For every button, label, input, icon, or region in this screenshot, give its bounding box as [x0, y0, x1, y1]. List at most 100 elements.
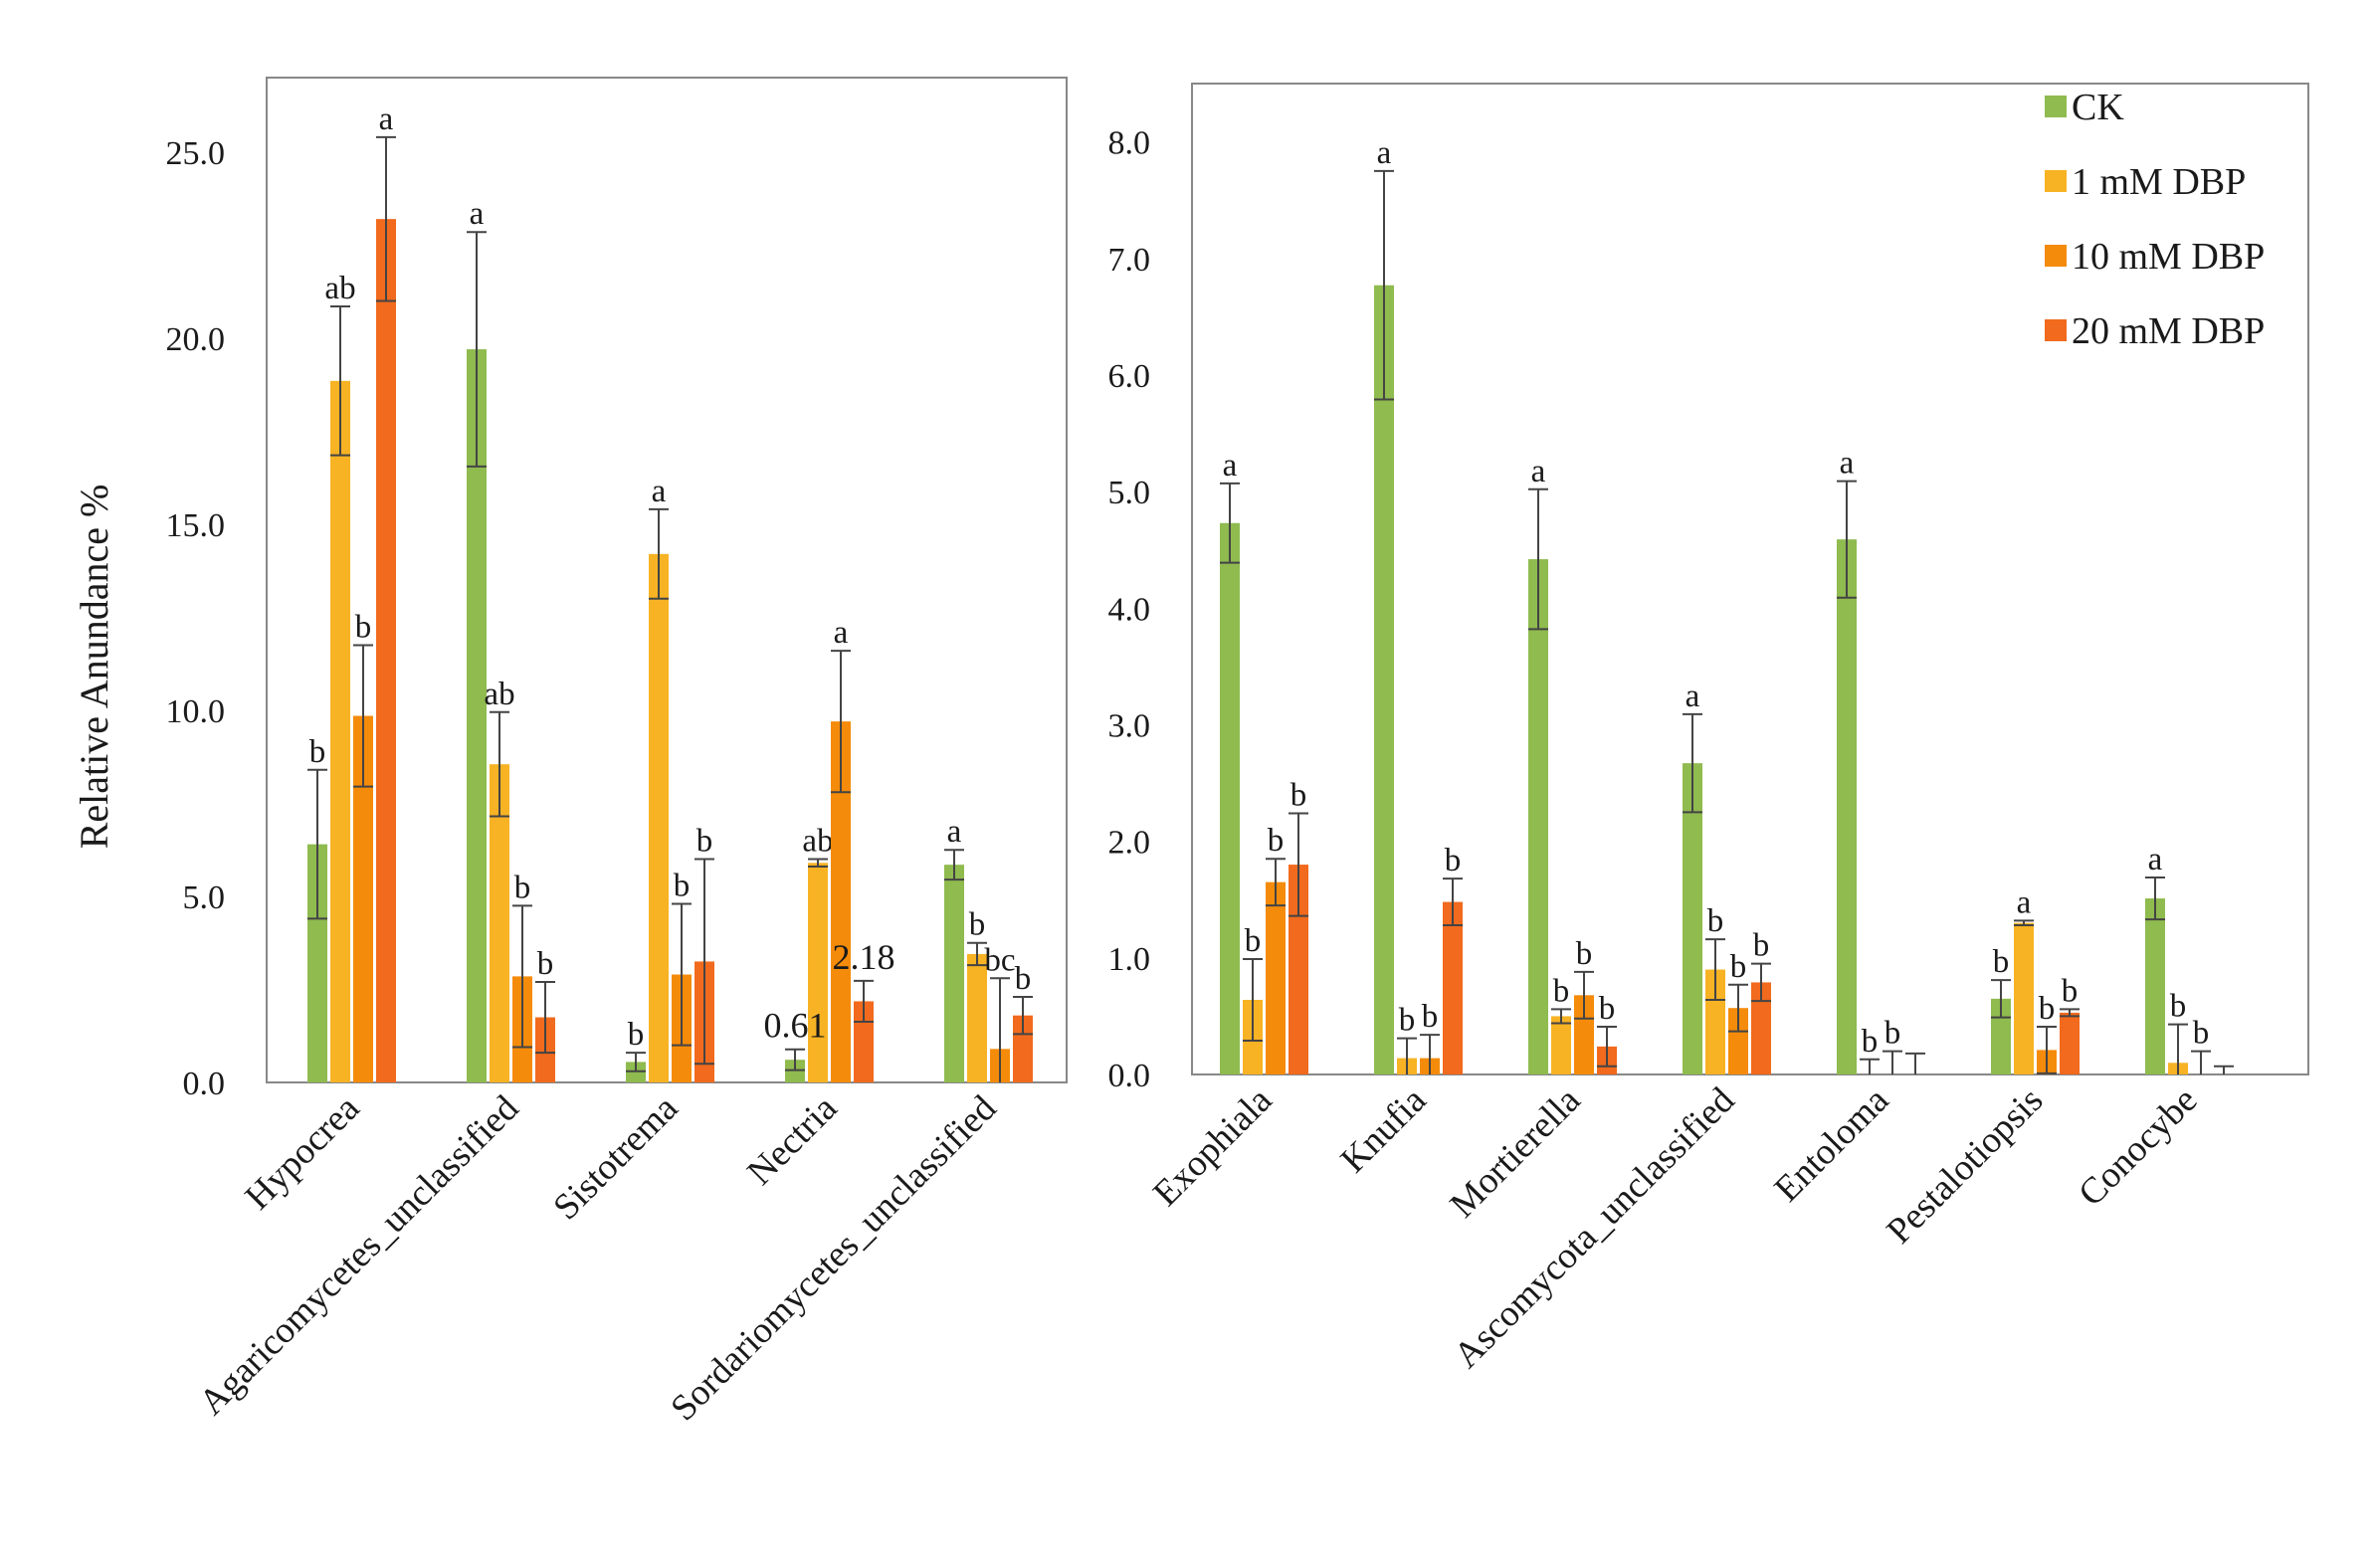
- category-label: Sistotrema: [545, 1087, 686, 1228]
- significance-letter: b: [2170, 989, 2187, 1025]
- bar: [1728, 1008, 1748, 1074]
- significance-letter: b: [514, 870, 531, 905]
- significance-letter: b: [2062, 973, 2079, 1009]
- bar: [1528, 559, 1548, 1074]
- bar: [1837, 539, 1857, 1074]
- significance-letter: b: [969, 907, 986, 943]
- category-label: Nectria: [739, 1087, 845, 1193]
- y-tick-label: 25.0: [166, 135, 226, 172]
- y-tick-label: 2.0: [1108, 825, 1151, 862]
- significance-letter: a: [1223, 448, 1238, 484]
- significance-letter: b: [1862, 1024, 1879, 1060]
- bar: [467, 349, 487, 1082]
- category-label: Hypocrea: [238, 1087, 368, 1218]
- legend-label: 20 mM DBP: [2072, 310, 2265, 352]
- significance-letter: b: [1993, 944, 2010, 980]
- y-axis-title: Relative Anundance %: [72, 485, 116, 850]
- y-tick-label: 15.0: [166, 507, 226, 544]
- significance-letter: bc: [984, 942, 1015, 978]
- y-tick-label: 8.0: [1108, 125, 1151, 162]
- category-label: Knufia: [1333, 1079, 1435, 1181]
- category-label: Exophiala: [1145, 1079, 1280, 1214]
- significance-letter: b: [1290, 778, 1307, 814]
- bar: [1683, 763, 1702, 1074]
- bar: [2060, 1012, 2080, 1074]
- y-tick-label: 7.0: [1108, 242, 1151, 279]
- plot-frame-2: [1191, 83, 2309, 1075]
- category-label: Entoloma: [1767, 1079, 1897, 1210]
- significance-letter: a: [1531, 454, 1546, 489]
- significance-letter: b: [1730, 949, 1747, 985]
- bar: [831, 721, 851, 1082]
- y-tick-label: 20.0: [166, 321, 226, 358]
- bar: [307, 844, 327, 1082]
- bar: [353, 715, 373, 1082]
- significance-letter: a: [834, 615, 849, 651]
- significance-letter: b: [628, 1017, 645, 1053]
- bar: [2145, 898, 2165, 1074]
- bar: [967, 953, 987, 1082]
- significance-letter: b: [1245, 923, 1262, 959]
- significance-letter: b: [1553, 973, 1570, 1009]
- significance-letter: a: [1377, 135, 1392, 171]
- significance-letter: b: [1268, 823, 1285, 859]
- significance-letter: b: [2039, 991, 2056, 1027]
- bar: [1220, 522, 1240, 1074]
- significance-letter: a: [470, 196, 485, 232]
- y-tick-label: 5.0: [183, 879, 226, 916]
- data-label: 0.61: [764, 1006, 827, 1046]
- significance-letter: b: [1884, 1016, 1901, 1052]
- bar: [376, 219, 396, 1083]
- legend-swatch: [2045, 96, 2067, 117]
- significance-letter: b: [696, 824, 713, 860]
- legend-label: CK: [2072, 87, 2124, 128]
- category-label: Conocybe: [2071, 1079, 2205, 1214]
- significance-letter: b: [1576, 936, 1593, 972]
- bar: [944, 865, 964, 1082]
- legend-label: 1 mM DBP: [2072, 161, 2246, 203]
- bar: [330, 380, 350, 1082]
- bar: [1551, 1016, 1571, 1074]
- legend-swatch: [2045, 245, 2067, 267]
- significance-letter: a: [1840, 446, 1855, 482]
- significance-letter: a: [947, 814, 962, 850]
- significance-letter: b: [309, 734, 326, 770]
- legend-swatch: [2045, 319, 2067, 341]
- significance-letter: b: [1599, 991, 1616, 1027]
- y-tick-label: 5.0: [1108, 475, 1151, 511]
- y-tick-label: 0.0: [1108, 1058, 1151, 1094]
- significance-letter: ab: [802, 824, 833, 860]
- significance-letter: a: [2148, 842, 2163, 877]
- y-tick-label: 3.0: [1108, 707, 1151, 744]
- significance-letter: a: [652, 474, 667, 509]
- y-tick-label: 1.0: [1108, 941, 1151, 978]
- bar: [1443, 901, 1463, 1074]
- bar: [808, 863, 828, 1082]
- category-label: Sordariomycetes_unclassified: [664, 1087, 1005, 1429]
- data-label: 2.18: [833, 937, 895, 977]
- significance-letter: a: [1686, 679, 1700, 714]
- significance-letter: b: [674, 868, 691, 903]
- bar: [1013, 1015, 1033, 1082]
- bar: [1374, 285, 1394, 1074]
- bar: [1574, 995, 1594, 1074]
- legend-swatch: [2045, 170, 2067, 192]
- y-tick-label: 0.0: [183, 1066, 226, 1102]
- bar: [1289, 865, 1308, 1074]
- significance-letter: b: [1445, 843, 1462, 878]
- significance-letter: a: [379, 101, 394, 137]
- bar: [1705, 969, 1725, 1074]
- bar: [1266, 881, 1286, 1074]
- category-label: Agaricomycetes_unclassified: [191, 1087, 526, 1423]
- significance-letter: b: [1015, 961, 1032, 997]
- bar: [1751, 982, 1771, 1074]
- y-tick-label: 4.0: [1108, 591, 1151, 628]
- significance-letter: b: [1753, 928, 1770, 964]
- significance-letter: ab: [484, 677, 514, 712]
- y-tick-label: 6.0: [1108, 358, 1151, 395]
- bar: [2014, 922, 2034, 1074]
- significance-letter: b: [355, 609, 372, 645]
- significance-letter: b: [1707, 903, 1724, 939]
